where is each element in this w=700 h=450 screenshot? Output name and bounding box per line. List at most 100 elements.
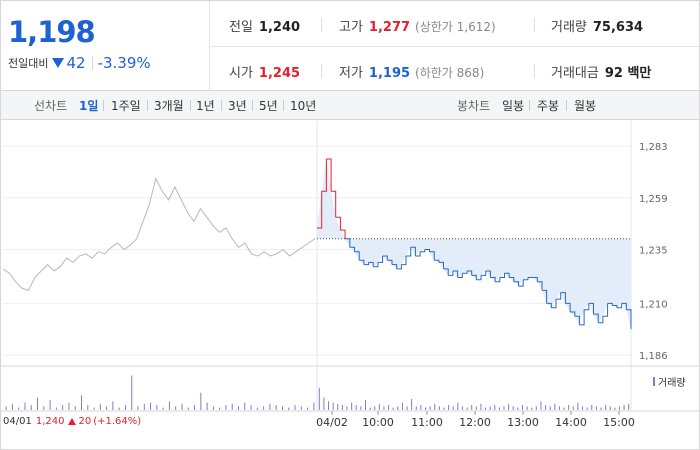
today-price-segment: [457, 273, 463, 278]
today-price-segment: [368, 261, 374, 267]
stat-label: 거래대금: [551, 66, 599, 81]
today-price-segment: [593, 313, 599, 323]
stat-sub: (하한가 868): [415, 66, 485, 80]
prev-day-line: [2, 176, 316, 292]
x-tick-label: 13:00: [507, 416, 539, 429]
stat-value: 92 백만: [604, 66, 652, 81]
today-price-segment: [396, 264, 402, 270]
tab-monthly-candle[interactable]: 월봉: [574, 99, 597, 113]
today-price-segment: [621, 302, 627, 310]
today-price-segment: [495, 277, 501, 283]
stat-label: 저가: [339, 66, 363, 81]
today-price-segment: [471, 274, 477, 280]
today-price-segment: [373, 262, 379, 268]
tab-weekly-candle[interactable]: 주봉: [537, 99, 560, 113]
divider: [529, 100, 530, 111]
today-price-segment: [448, 271, 454, 276]
today-price-segment: [387, 259, 393, 265]
today-price-segment: [584, 303, 590, 311]
today-price-segment: [326, 158, 332, 192]
today-price-segment: [415, 251, 421, 257]
stat-open: 시가 1,245: [229, 62, 300, 81]
x-tick-label: 15:00: [603, 416, 635, 429]
divider: [147, 100, 148, 111]
tab-daily-candle[interactable]: 일봉: [502, 99, 525, 113]
today-price-segment: [509, 277, 515, 282]
today-price-segment: [532, 277, 538, 282]
today-price-segment: [335, 216, 341, 231]
tab-3y[interactable]: 3년: [228, 99, 247, 113]
today-price-segment: [598, 316, 604, 324]
price-area-fill: [317, 159, 631, 330]
today-price-segment: [612, 305, 618, 308]
today-price-segment: [392, 264, 398, 269]
today-price-segment: [607, 302, 613, 306]
today-price-segment: [321, 159, 327, 192]
prev-day-change-pct: (+1.64%): [93, 416, 142, 427]
divider: [103, 100, 104, 111]
stat-low: 저가 1,195 (하한가 868): [339, 62, 484, 81]
divider: [321, 18, 322, 32]
divider: [534, 64, 535, 78]
today-price-segment: [560, 292, 566, 304]
change-amount: 42: [66, 54, 86, 72]
stat-volume: 거래량 75,634: [551, 16, 643, 35]
today-price-segment: [476, 275, 482, 281]
today-price-segment: [537, 281, 543, 291]
divider: [190, 100, 191, 111]
candle-chart-label: 봉차트: [457, 99, 491, 113]
volume-legend-label: 거래량: [658, 378, 686, 389]
today-price-segment: [359, 259, 365, 265]
today-price-segment: [523, 277, 529, 281]
x-tick-label: 10:00: [362, 416, 394, 429]
today-price-segment: [331, 190, 337, 218]
divider: [321, 64, 322, 78]
tab-5y[interactable]: 5년: [259, 99, 278, 113]
today-price-segment: [518, 279, 524, 287]
divider: [283, 100, 284, 111]
today-price-segment: [349, 246, 355, 252]
tab-1d[interactable]: 1일: [79, 99, 99, 113]
price-chart-svg: 1,283 1,259 1,235 1,210 1,186 04/02 10:00 11:00…: [1, 121, 699, 429]
down-triangle-icon: [52, 58, 65, 68]
today-price-segment: [551, 299, 557, 309]
change-percent: -3.39%: [97, 54, 151, 72]
today-price-segment: [467, 270, 473, 276]
today-price-segment: [542, 289, 548, 304]
today-price-segment: [340, 229, 346, 239]
divider: [566, 100, 567, 111]
stat-label: 고가: [339, 20, 363, 35]
today-price-segment: [570, 311, 576, 317]
prev-day-change: 20: [78, 416, 92, 427]
stat-prev-close: 전일 1,240: [229, 16, 300, 35]
tab-1y[interactable]: 1년: [196, 99, 215, 113]
x-tick-label: 12:00: [459, 416, 491, 429]
today-price-segment: [420, 249, 426, 253]
tab-10y[interactable]: 10년: [290, 99, 317, 113]
today-price-segment: [345, 238, 351, 248]
y-tick-label: 1,186: [639, 351, 668, 362]
x-tick-label: 11:00: [411, 416, 443, 429]
today-price-segment: [424, 249, 430, 252]
today-price-segment: [588, 302, 594, 315]
stat-label: 거래량: [551, 20, 587, 35]
stat-value: 1,277: [368, 20, 411, 35]
tab-3m[interactable]: 3개월: [154, 99, 184, 113]
divider: [221, 100, 222, 111]
today-price-segment: [556, 292, 562, 300]
chart-period-tabs: 선차트 1일 1주일 3개월 1년 3년 5년 10년 봉차트 일봉 주봉 월봉: [1, 91, 699, 120]
change-label: 전일대비: [8, 57, 49, 70]
tab-1w[interactable]: 1주일: [111, 99, 141, 113]
today-price-segment: [574, 315, 580, 325]
stat-value: 1,245: [258, 66, 301, 81]
stat-high: 고가 1,277 (상한가 1,612): [339, 16, 496, 35]
stat-value-traded: 거래대금 92 백만: [551, 62, 651, 81]
today-price-segment: [410, 246, 416, 256]
today-price-segment: [363, 262, 370, 266]
x-tick-label: 04/02: [316, 416, 348, 429]
today-price-segment: [438, 261, 444, 269]
divider: [252, 100, 253, 111]
today-price-segment: [481, 271, 487, 276]
today-price-segment: [579, 309, 585, 326]
prev-day-date: 04/01: [3, 416, 32, 427]
